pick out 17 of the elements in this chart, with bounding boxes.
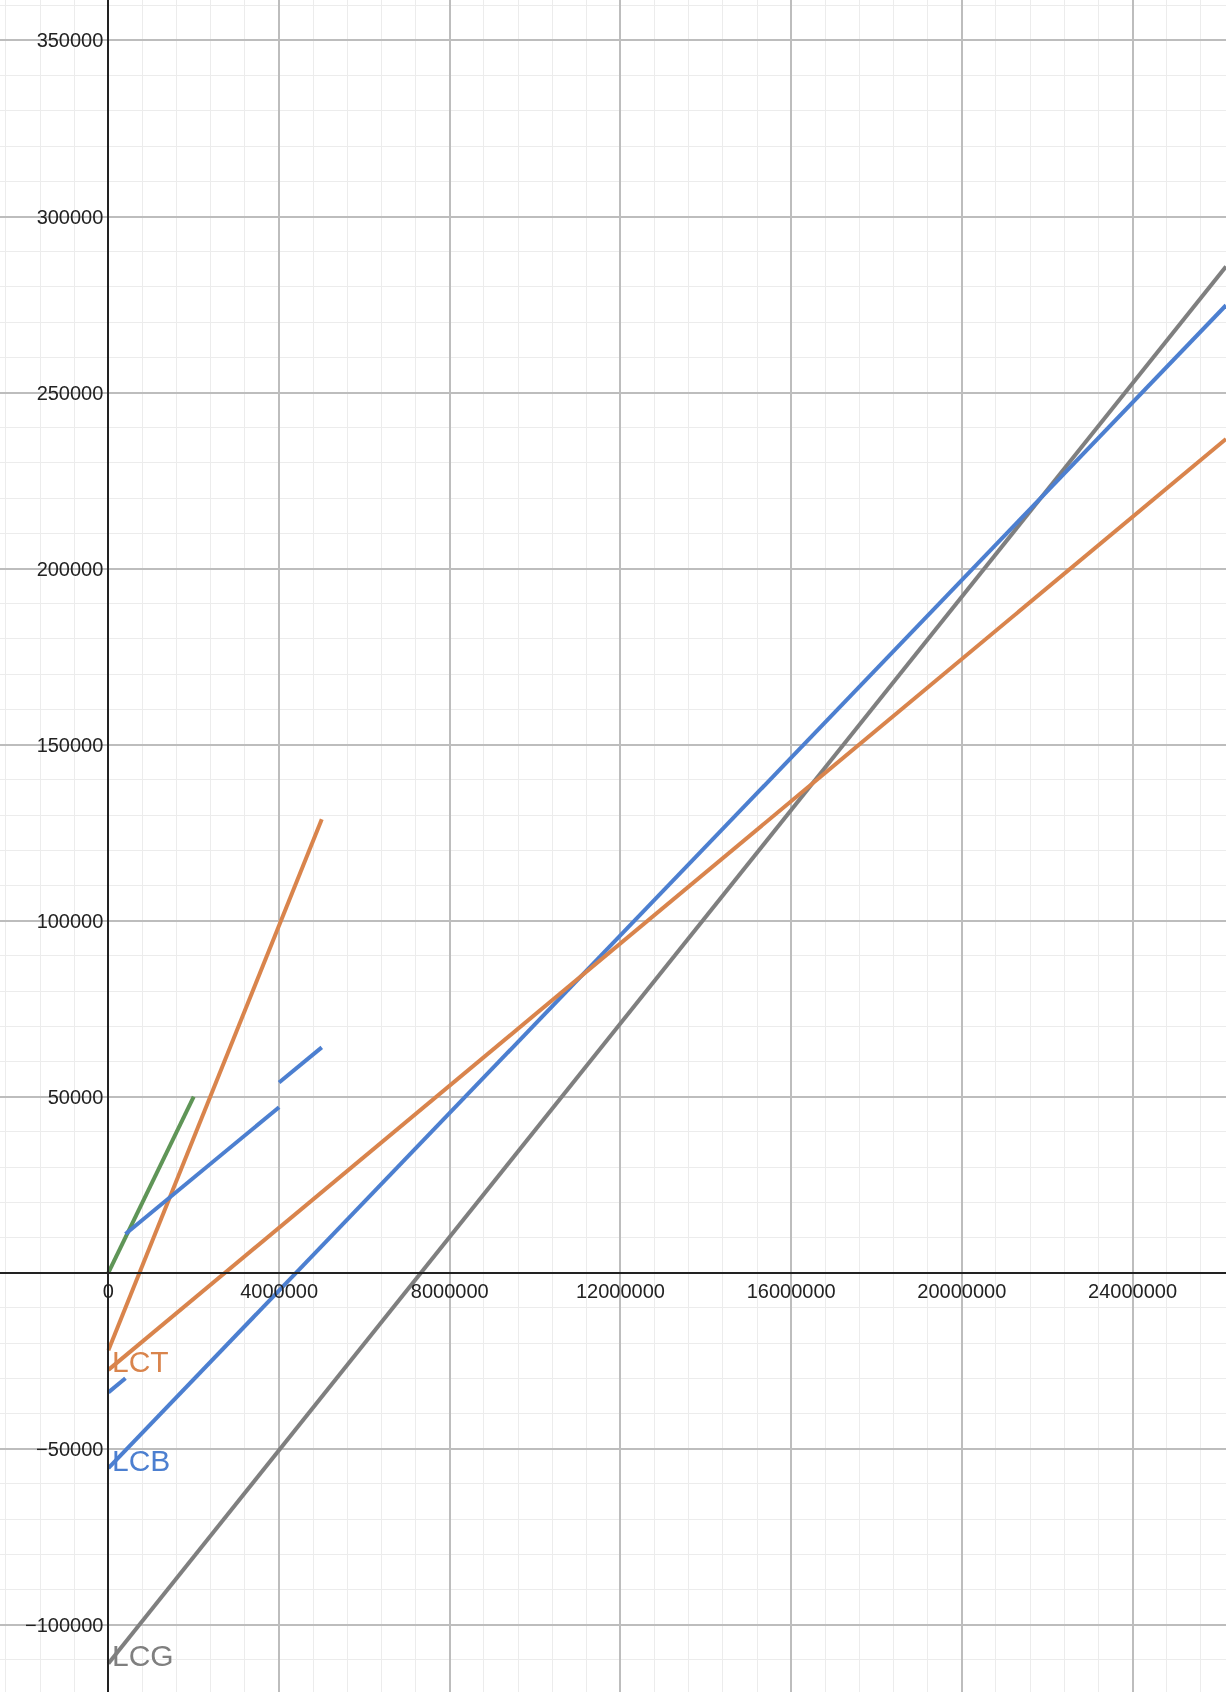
x-tick-label: 20000000 (917, 1279, 1007, 1302)
series-label: LCB (112, 1444, 171, 1477)
y-tick-label: 250000 (36, 381, 104, 404)
series-label: LCT (112, 1345, 169, 1378)
y-tick-label: −100000 (24, 1613, 104, 1636)
y-tick-label: 300000 (36, 205, 104, 228)
y-tick-label: 350000 (36, 29, 104, 52)
x-tick-label: 8000000 (410, 1279, 489, 1302)
x-tick-label: 16000000 (746, 1279, 836, 1302)
y-tick-label: 50000 (47, 1085, 104, 1108)
y-tick-label: 150000 (36, 733, 104, 756)
y-tick-label: 100000 (36, 909, 104, 932)
y-tick-label: −50000 (36, 1437, 104, 1460)
series-label: LCG (112, 1639, 174, 1672)
x-tick-label: 24000000 (1088, 1279, 1178, 1302)
x-tick-label: 12000000 (575, 1279, 665, 1302)
y-tick-label: 200000 (36, 557, 104, 580)
